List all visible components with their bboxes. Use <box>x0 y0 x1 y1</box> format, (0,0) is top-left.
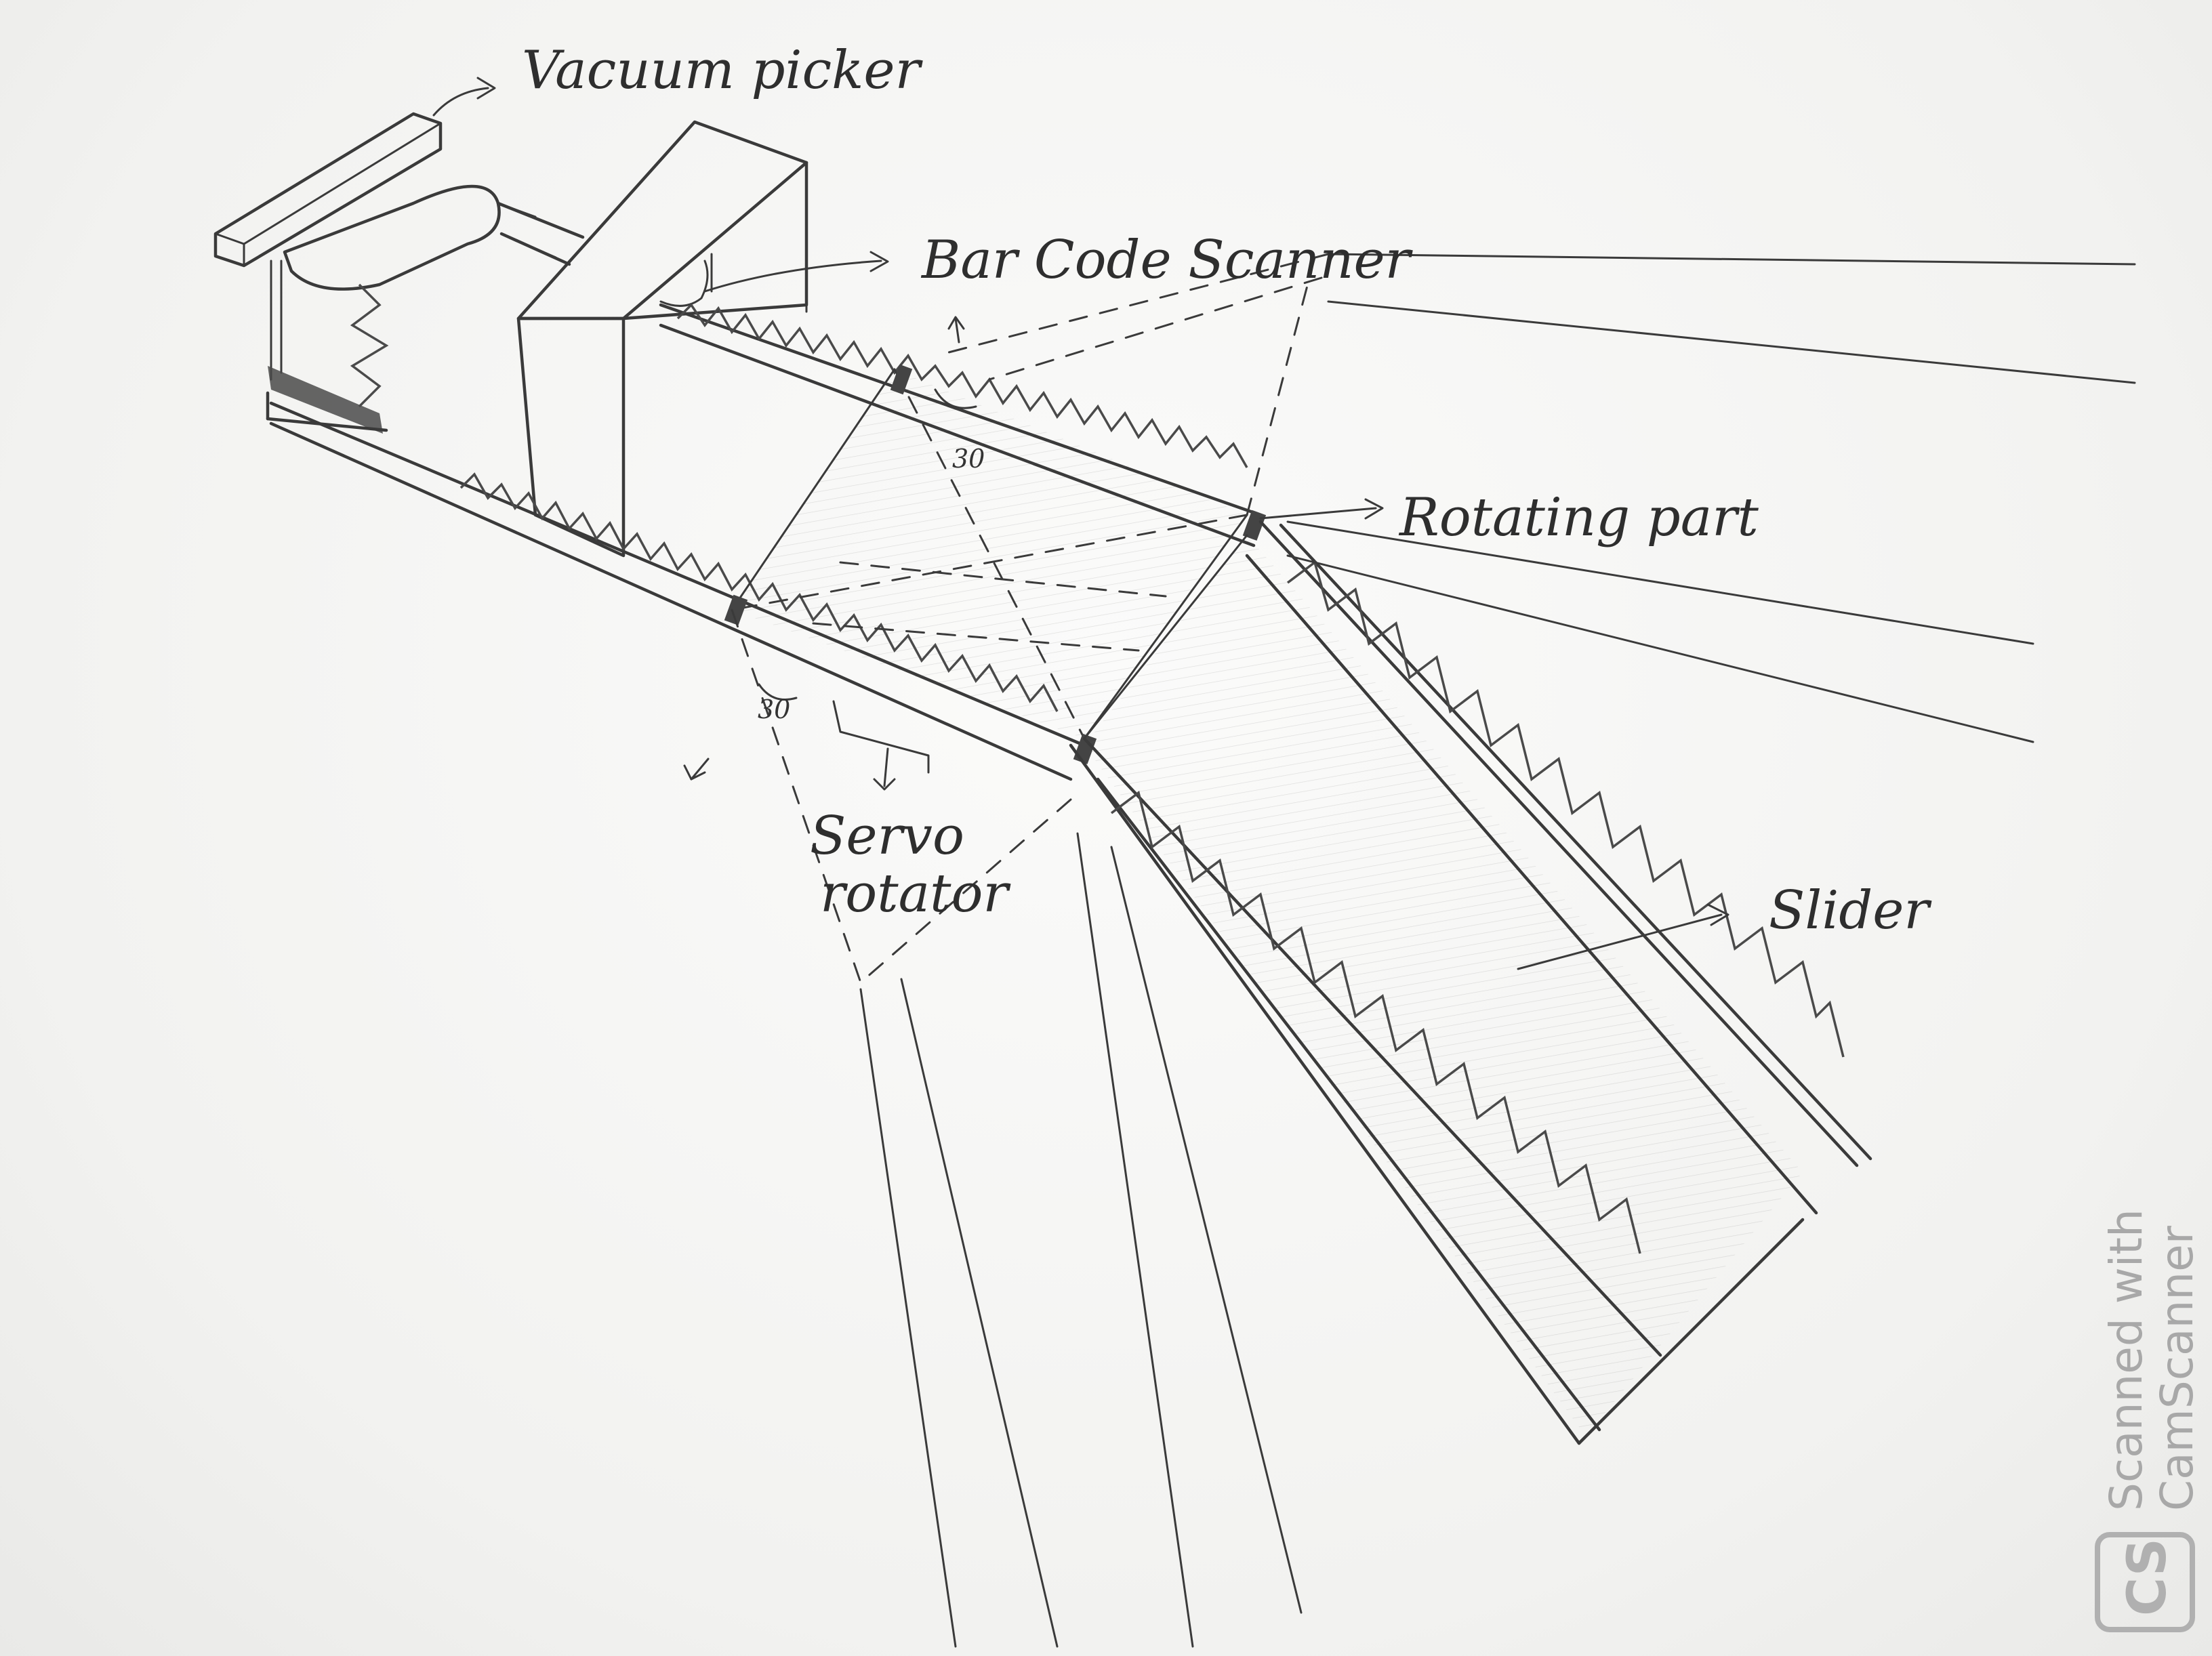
label-bar-code-scanner: Bar Code Scanner <box>920 230 1414 291</box>
servo-rotator-fan <box>683 316 1072 984</box>
label-servo-line2: rotator <box>820 863 1011 924</box>
scanner-housing-box <box>516 120 808 558</box>
downward-extension-lines <box>859 832 1303 1648</box>
label-rotating-part: Rotating part <box>1398 487 1759 548</box>
angle-label-lower: 30 <box>758 695 790 724</box>
label-slider: Slider <box>1769 880 1932 941</box>
slider-chute <box>1069 520 1872 1445</box>
camscanner-watermark: Scanned with CamScanner CS <box>2095 1209 2203 1632</box>
vacuum-picker-assembly <box>213 112 585 434</box>
watermark-logo-text: CS <box>2117 1538 2178 1616</box>
label-servo-line1: Servo <box>810 806 964 867</box>
label-vacuum-picker: Vacuum picker <box>522 40 924 101</box>
labels: Vacuum picker Bar Code Scanner Rotating … <box>522 40 1932 941</box>
angle-label-upper: 30 <box>952 444 985 474</box>
watermark-line2: CamScanner <box>2151 1225 2203 1511</box>
camscanner-logo-icon <box>2095 1532 2195 1632</box>
watermark-line1: Scanned with <box>2100 1209 2152 1511</box>
right-extension-lines <box>947 253 2136 743</box>
leader-arrows <box>432 77 1729 970</box>
